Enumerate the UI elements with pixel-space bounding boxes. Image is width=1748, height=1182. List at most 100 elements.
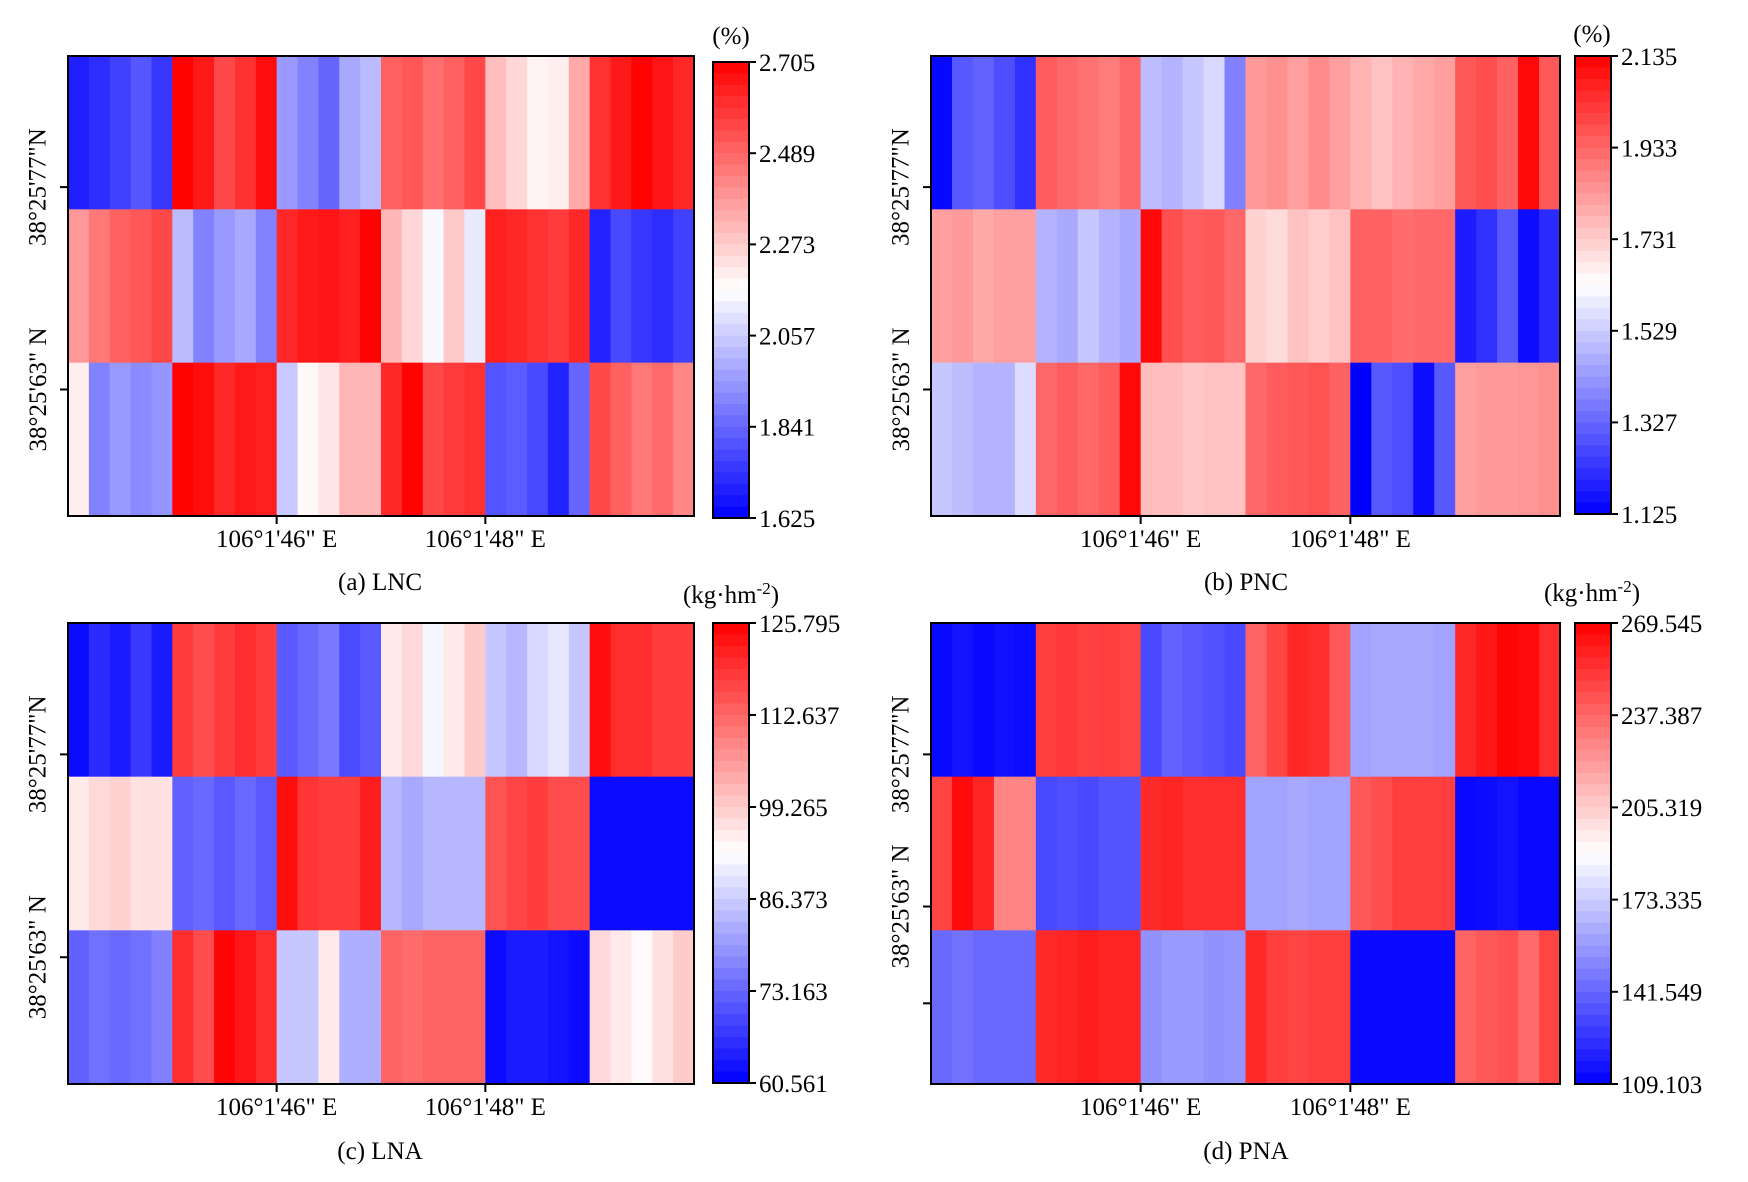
heatmap-cell [1245, 930, 1268, 1085]
heatmap-cell [1392, 930, 1414, 1085]
colorbar-band [1575, 911, 1611, 924]
heatmap-cell [151, 362, 173, 517]
heatmap-cell [1056, 362, 1079, 517]
heatmap-cell [318, 776, 340, 931]
colorbar-band [713, 1060, 749, 1073]
colorbar-band [1575, 680, 1611, 693]
heatmap-cell [68, 56, 90, 210]
y-tick-label: 38°25'77"N [888, 128, 915, 246]
heatmap-cell [130, 209, 153, 364]
heatmap-cell [401, 930, 424, 1085]
colorbar-band [1575, 888, 1611, 901]
colorbar-band [713, 426, 749, 439]
colorbar-band [1575, 1049, 1611, 1062]
heatmap-cell [610, 930, 632, 1085]
heatmap-cell [443, 209, 466, 364]
heatmap-cell [381, 776, 403, 931]
heatmap-cell [68, 623, 90, 778]
heatmap-cell [68, 930, 90, 1085]
colorbar-band [1575, 818, 1611, 832]
heatmap-cell [1056, 623, 1079, 778]
colorbar-band [713, 472, 749, 485]
heatmap-cell [1308, 623, 1330, 778]
heatmap-cell [360, 776, 382, 931]
heatmap-cell [485, 930, 507, 1085]
heatmap-cell [318, 362, 340, 517]
colorbar-band [1575, 250, 1611, 263]
colorbar-band [713, 461, 749, 473]
colorbar-band [1575, 1026, 1611, 1039]
heatmap-cell [276, 776, 299, 931]
heatmap-cell [1413, 209, 1435, 364]
heatmap-cell [130, 623, 153, 778]
heatmap-cell [1455, 623, 1477, 778]
heatmap-cell [339, 362, 361, 517]
colorbar-band [713, 347, 749, 359]
heatmap-cell [1350, 623, 1372, 778]
colorbar-tick-label: 109.103 [1621, 1072, 1702, 1099]
colorbar-band [1575, 445, 1611, 458]
colorbar-band [1575, 124, 1611, 137]
colorbar-band [713, 784, 749, 797]
heatmap-cell [1392, 209, 1414, 364]
y-tick-label: 38°25'63" N [888, 327, 915, 451]
colorbar-band [713, 290, 749, 302]
heatmap-cell [485, 776, 507, 931]
heatmap-cell [464, 56, 486, 210]
heatmap-cell [193, 362, 215, 517]
heatmap-cell [547, 209, 570, 364]
heatmap-cell [318, 623, 340, 778]
heatmap-cell [1119, 209, 1142, 364]
heatmap-cell [1350, 930, 1372, 1085]
colorbar-band [1575, 479, 1611, 492]
heatmap-cell [1245, 362, 1268, 517]
colorbar-tick-label: 205.319 [1621, 795, 1702, 822]
x-tick-label: 106°1'46" E [216, 526, 337, 553]
heatmap-cell [1098, 362, 1121, 517]
heatmap-cell [527, 209, 549, 364]
colorbar-band [1575, 865, 1611, 878]
colorbar-band [1575, 67, 1611, 80]
heatmap-cell [1371, 623, 1393, 778]
heatmap-cell [360, 623, 382, 778]
heatmap-cell [1119, 362, 1142, 517]
heatmap-cell [972, 930, 995, 1085]
heatmap-cell [381, 623, 403, 778]
heatmap-cell [1371, 362, 1393, 517]
heatmap-cell [401, 56, 424, 210]
colorbar-band [1575, 285, 1611, 298]
colorbar-band [713, 841, 749, 854]
colorbar-band [1575, 410, 1611, 423]
heatmap-cell [1455, 362, 1477, 517]
colorbar-band [1575, 502, 1611, 515]
heatmap-cell [568, 209, 591, 364]
heatmap-cell [1287, 776, 1309, 931]
heatmap-cell [1539, 362, 1561, 517]
heatmap-cell [1077, 776, 1100, 931]
panel-caption: (d) PNA [1203, 1138, 1288, 1165]
heatmap-cell [1077, 56, 1100, 210]
colorbar-band [1575, 136, 1611, 149]
heatmap-cell [381, 209, 403, 364]
colorbar-band [1575, 1037, 1611, 1051]
colorbar-band [1575, 307, 1611, 320]
heatmap-cell [88, 209, 111, 364]
heatmap-cell [68, 362, 90, 517]
heatmap-cell [1161, 930, 1184, 1085]
colorbar-band [1575, 669, 1611, 682]
heatmap-cell [568, 776, 591, 931]
colorbar-band [713, 1025, 749, 1038]
colorbar-band [713, 657, 749, 670]
heatmap-cell [1224, 209, 1247, 364]
colorbar-band [713, 198, 749, 211]
heatmap-cell [130, 56, 153, 210]
colorbar-band [1575, 399, 1611, 412]
colorbar-band [713, 278, 749, 291]
panel-4: 106°1'46" E 106°1'48" E 38°25'77"N 38°25'63… [888, 577, 1703, 1166]
heatmap-cell [172, 362, 194, 517]
colorbar-band [713, 73, 749, 86]
heatmap-cell [88, 56, 111, 210]
colorbar-band [713, 449, 749, 462]
heatmap-cell [527, 930, 549, 1085]
heatmap-cell [297, 209, 319, 364]
